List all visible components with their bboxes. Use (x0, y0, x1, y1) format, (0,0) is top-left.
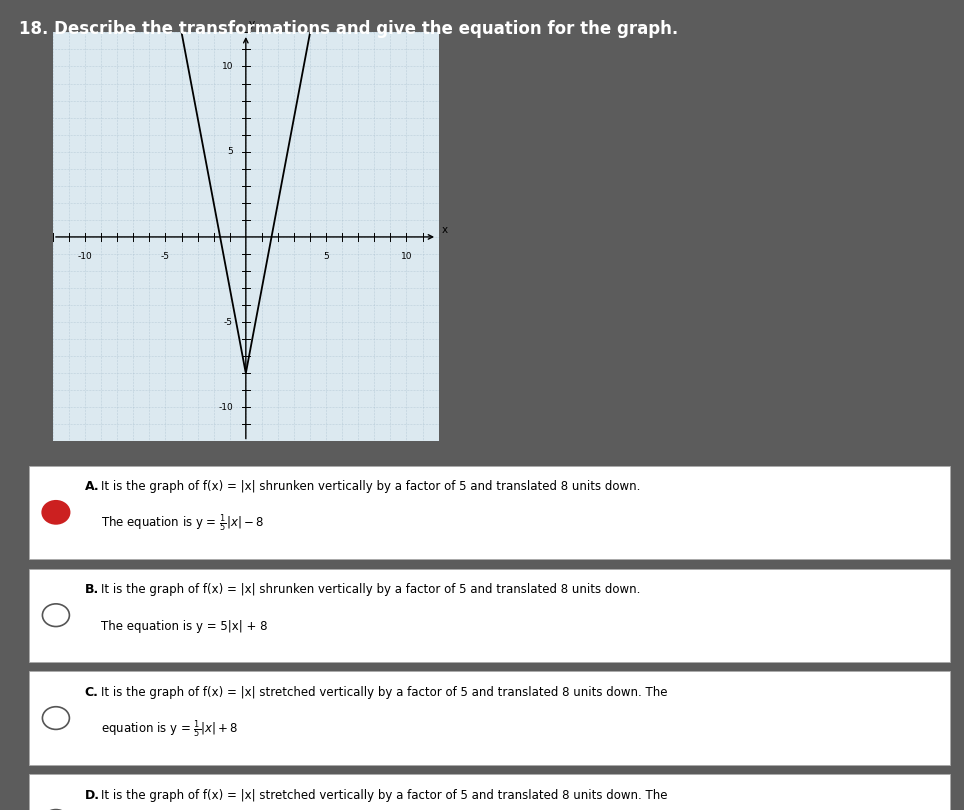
Text: The equation is y = 5|x| + 8: The equation is y = 5|x| + 8 (101, 620, 268, 633)
Text: 5: 5 (323, 252, 329, 262)
Text: It is the graph of f(x) = |x| shrunken vertically by a factor of 5 and translate: It is the graph of f(x) = |x| shrunken v… (101, 583, 641, 596)
Text: -5: -5 (161, 252, 170, 262)
Text: x: x (442, 225, 448, 235)
Text: 18. Describe the transformations and give the equation for the graph.: 18. Describe the transformations and giv… (19, 20, 679, 38)
Text: -5: -5 (224, 318, 233, 326)
Text: -10: -10 (78, 252, 93, 262)
Text: B.: B. (85, 583, 99, 596)
Text: It is the graph of f(x) = |x| stretched vertically by a factor of 5 and translat: It is the graph of f(x) = |x| stretched … (101, 789, 668, 802)
Text: -10: -10 (218, 403, 233, 411)
Text: D.: D. (85, 789, 100, 802)
Text: It is the graph of f(x) = |x| shrunken vertically by a factor of 5 and translate: It is the graph of f(x) = |x| shrunken v… (101, 480, 641, 493)
Text: A.: A. (85, 480, 99, 493)
Text: 10: 10 (222, 62, 233, 71)
Text: equation is y = $\frac{1}{5}|x| + 8$: equation is y = $\frac{1}{5}|x| + 8$ (101, 718, 239, 740)
Text: 10: 10 (401, 252, 413, 262)
Text: C.: C. (85, 686, 98, 699)
Text: The equation is y = $\frac{1}{5}|x| - 8$: The equation is y = $\frac{1}{5}|x| - 8$ (101, 513, 264, 535)
Text: It is the graph of f(x) = |x| stretched vertically by a factor of 5 and translat: It is the graph of f(x) = |x| stretched … (101, 686, 668, 699)
Text: y: y (249, 19, 255, 29)
Text: 5: 5 (228, 147, 233, 156)
